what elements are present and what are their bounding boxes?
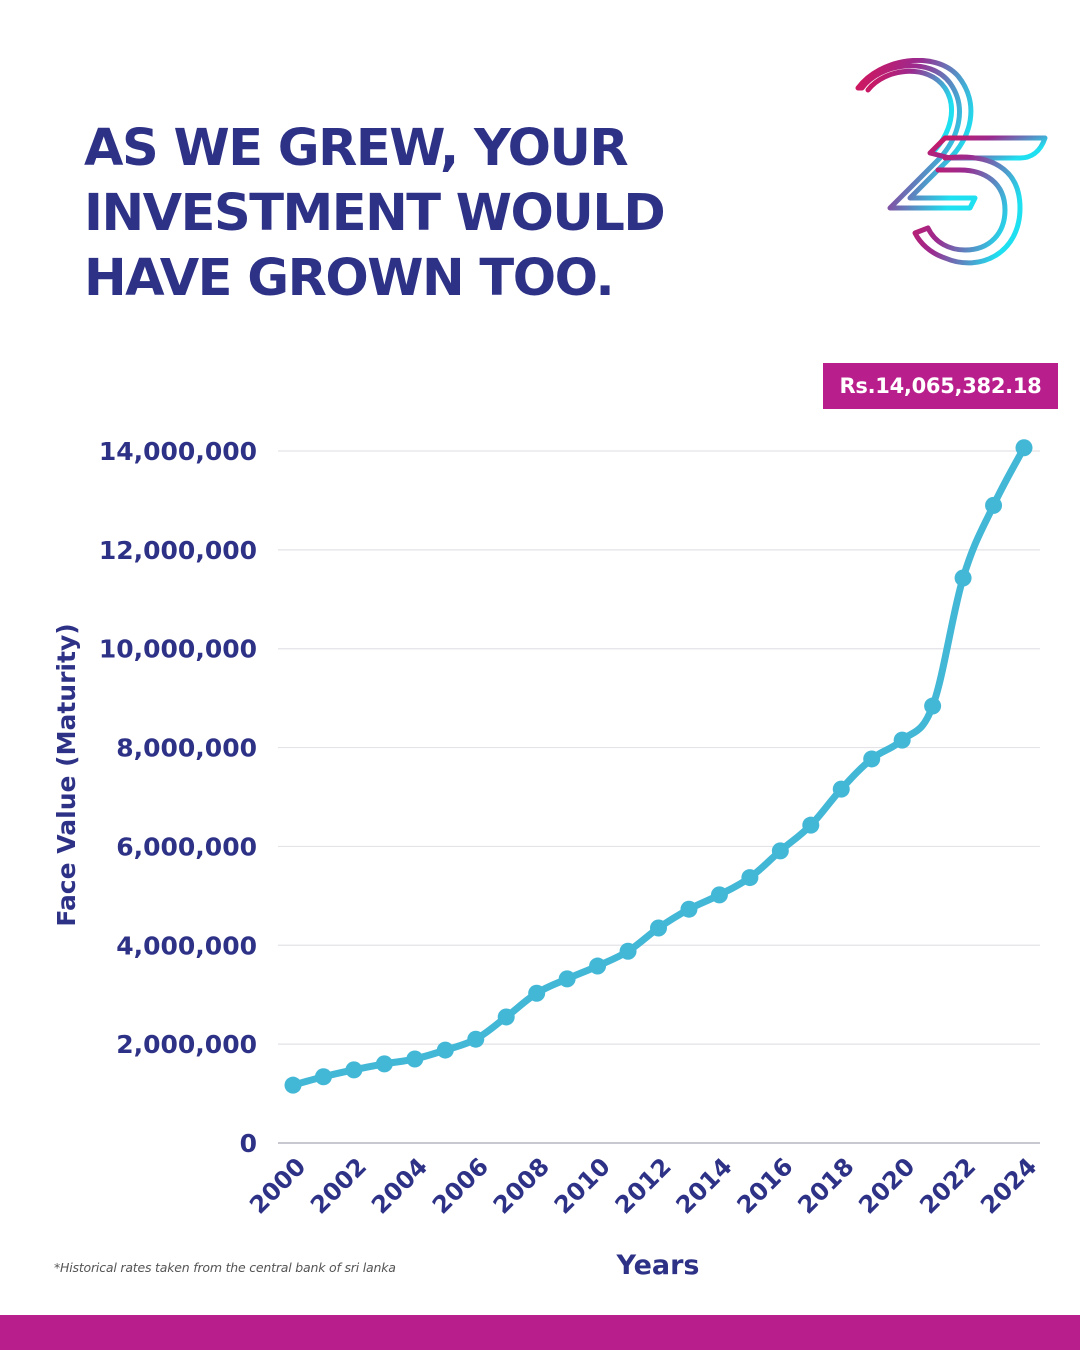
data-point-2006 bbox=[467, 1030, 485, 1048]
x-tick-label: 2004 bbox=[366, 1152, 433, 1219]
x-tick-label: 2022 bbox=[914, 1152, 981, 1219]
data-point-2004 bbox=[406, 1050, 424, 1068]
footnote: *Historical rates taken from the central… bbox=[54, 1260, 396, 1275]
x-tick-label: 2002 bbox=[305, 1152, 372, 1219]
data-point-2015 bbox=[741, 869, 759, 887]
headline-line-3: HAVE GROWN TOO. bbox=[84, 249, 615, 308]
data-point-2021 bbox=[924, 697, 942, 715]
x-tick-label: 2008 bbox=[488, 1152, 555, 1219]
data-point-2002 bbox=[345, 1061, 363, 1079]
data-point-2017 bbox=[802, 816, 820, 834]
data-point-2024 bbox=[1015, 439, 1033, 457]
data-point-2011 bbox=[619, 942, 637, 960]
data-point-2007 bbox=[497, 1008, 515, 1026]
data-point-2008 bbox=[528, 984, 546, 1002]
headline: AS WE GREW, YOUR INVESTMENT WOULD HAVE G… bbox=[84, 116, 804, 311]
data-point-2001 bbox=[314, 1068, 332, 1086]
y-tick-label: 0 bbox=[240, 1129, 257, 1158]
data-point-2003 bbox=[375, 1055, 393, 1073]
data-point-2018 bbox=[832, 780, 850, 798]
x-tick-labels: 2000200220042006200820102012201420162018… bbox=[244, 1152, 1042, 1219]
y-tick-labels: 0 2,000,000 4,000,000 6,000,000 8,000,000 10,… bbox=[99, 437, 257, 1158]
y-axis-title: Face Value (Maturity) bbox=[52, 623, 81, 926]
anniversary-25-logo-icon bbox=[850, 57, 1050, 288]
headline-line-1: AS WE GREW, YOUR bbox=[84, 119, 629, 178]
grid-lines bbox=[278, 450, 1040, 1144]
data-point-2010 bbox=[589, 957, 607, 975]
x-tick-label: 2018 bbox=[792, 1152, 859, 1219]
y-tick-label: 12,000,000 bbox=[99, 536, 257, 565]
data-point-2016 bbox=[771, 842, 789, 860]
series-line-face-value bbox=[289, 444, 1028, 1089]
data-points bbox=[284, 439, 1033, 1094]
final-value-badge: Rs.14,065,382.18 bbox=[823, 363, 1058, 409]
y-tick-label: 8,000,000 bbox=[116, 734, 257, 763]
x-tick-label: 2024 bbox=[975, 1152, 1042, 1219]
y-tick-label: 6,000,000 bbox=[116, 832, 257, 861]
y-tick-label: 14,000,000 bbox=[99, 437, 257, 466]
data-point-2023 bbox=[985, 496, 1003, 514]
data-point-2022 bbox=[954, 569, 972, 587]
y-tick-label: 4,000,000 bbox=[116, 931, 257, 960]
data-point-2009 bbox=[558, 970, 576, 988]
data-point-2012 bbox=[650, 919, 667, 937]
x-tick-label: 2010 bbox=[549, 1152, 616, 1219]
data-point-2020 bbox=[893, 731, 911, 749]
x-tick-label: 2012 bbox=[610, 1152, 677, 1219]
data-point-2000 bbox=[284, 1076, 302, 1094]
y-tick-label: 2,000,000 bbox=[116, 1030, 257, 1059]
y-tick-label: 10,000,000 bbox=[99, 635, 257, 664]
footer-band bbox=[0, 1315, 1080, 1350]
x-tick-label: 2006 bbox=[427, 1152, 494, 1219]
x-tick-label: 2000 bbox=[244, 1152, 311, 1219]
data-point-2014 bbox=[710, 886, 728, 904]
headline-line-2: INVESTMENT WOULD bbox=[84, 184, 666, 243]
x-axis-title: Years bbox=[616, 1250, 700, 1281]
data-point-2013 bbox=[680, 900, 698, 918]
data-point-2005 bbox=[436, 1041, 454, 1059]
data-point-2019 bbox=[863, 750, 881, 768]
x-tick-label: 2014 bbox=[671, 1152, 738, 1219]
x-tick-label: 2020 bbox=[853, 1152, 920, 1219]
x-tick-label: 2016 bbox=[732, 1152, 799, 1219]
